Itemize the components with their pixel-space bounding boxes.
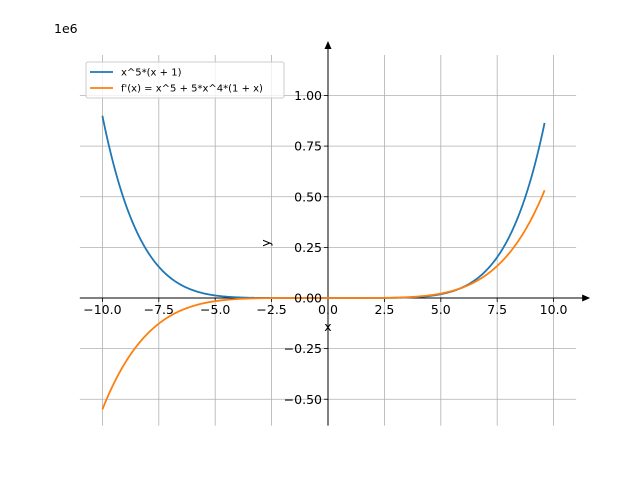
series-line-1 bbox=[101, 115, 546, 299]
y-offset-label: 1e6 bbox=[54, 21, 78, 36]
x-tick-label: −2.5 bbox=[256, 302, 286, 317]
y-tick-label: 0.25 bbox=[294, 240, 322, 255]
legend: x^5*(x + 1) f'(x) = x^5 + 5*x^4*(1 + x) bbox=[85, 61, 285, 99]
y-axis-label: y bbox=[258, 239, 273, 247]
y-tick-label: −0.25 bbox=[284, 341, 322, 356]
x-axis-label: x bbox=[324, 319, 331, 334]
legend-label-series-2: f'(x) = x^5 + 5*x^4*(1 + x) bbox=[121, 84, 263, 95]
x-tick-label: −10.0 bbox=[83, 302, 121, 317]
x-axis-arrow bbox=[582, 294, 591, 302]
x-tick-label: 7.5 bbox=[487, 302, 507, 317]
plot-lines bbox=[101, 115, 546, 410]
y-tick-label: 1.00 bbox=[294, 88, 322, 103]
y-tick-label: 0.00 bbox=[294, 291, 322, 306]
y-tick-label: 0.50 bbox=[294, 189, 322, 204]
x-tick-label: −5.0 bbox=[200, 302, 230, 317]
legend-label-series-1: x^5*(x + 1) bbox=[121, 68, 182, 79]
legend-box bbox=[85, 61, 285, 99]
x-tick-label: 5.0 bbox=[431, 302, 451, 317]
y-axis-arrow bbox=[324, 41, 332, 49]
x-tick-label: 2.5 bbox=[374, 302, 394, 317]
axes bbox=[79, 41, 591, 426]
x-tick-label: 10.0 bbox=[540, 302, 568, 317]
x-tick-label: 0.0 bbox=[318, 302, 338, 317]
x-tick-label: −7.5 bbox=[144, 302, 174, 317]
y-tick-label: 0.75 bbox=[294, 139, 322, 154]
series-line-2 bbox=[101, 189, 546, 410]
y-tick-label: −0.50 bbox=[284, 392, 322, 407]
tick-labels: −10.0 −7.5 −5.0 −2.5 0.0 2.5 5.0 7.5 10.0 −0.50 −0… bbox=[83, 88, 567, 407]
